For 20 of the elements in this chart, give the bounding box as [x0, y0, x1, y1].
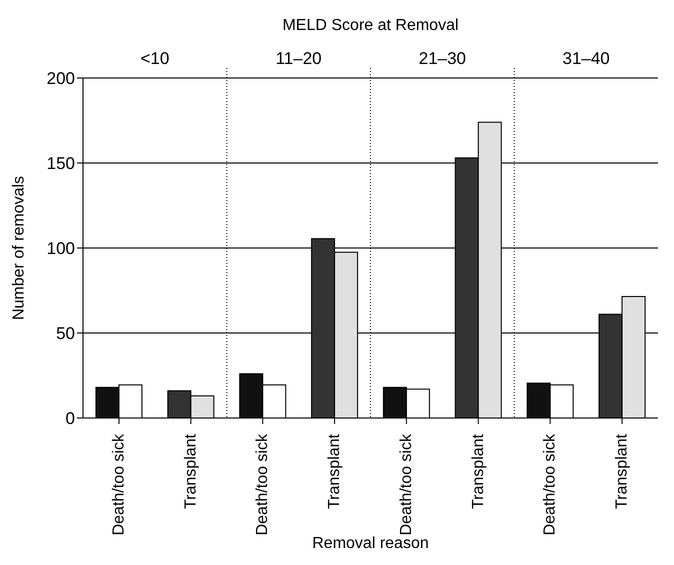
x2-axis-title: MELD Score at Removal	[282, 17, 459, 34]
y-tick-label: 100	[46, 239, 75, 258]
x-tick-label: Transplant	[326, 433, 344, 509]
text: 11–20	[276, 49, 322, 68]
x-tick-label: Death/too sick	[110, 433, 128, 536]
x-tick-label: Transplant	[470, 433, 487, 509]
text: <10	[140, 49, 170, 68]
y-tick-label: 50	[56, 324, 75, 344]
x-tick-label: Transplant	[614, 433, 631, 509]
y-tick-label: 0	[66, 409, 75, 428]
x-tick-label: Death/too sick	[254, 433, 272, 536]
text: 21–30	[418, 49, 466, 68]
y-tick-label: 200	[46, 69, 75, 88]
text: 31–40	[562, 49, 610, 68]
y-tick-label: 150	[46, 154, 75, 174]
x-tick-label: Death/too sick	[398, 433, 415, 536]
y-axis-title: Number of removals	[10, 176, 28, 320]
x-tick-label: Death/too sick	[542, 433, 559, 536]
x-tick-label: Transplant	[182, 433, 200, 509]
x-axis-title: Removal reason	[312, 535, 429, 552]
